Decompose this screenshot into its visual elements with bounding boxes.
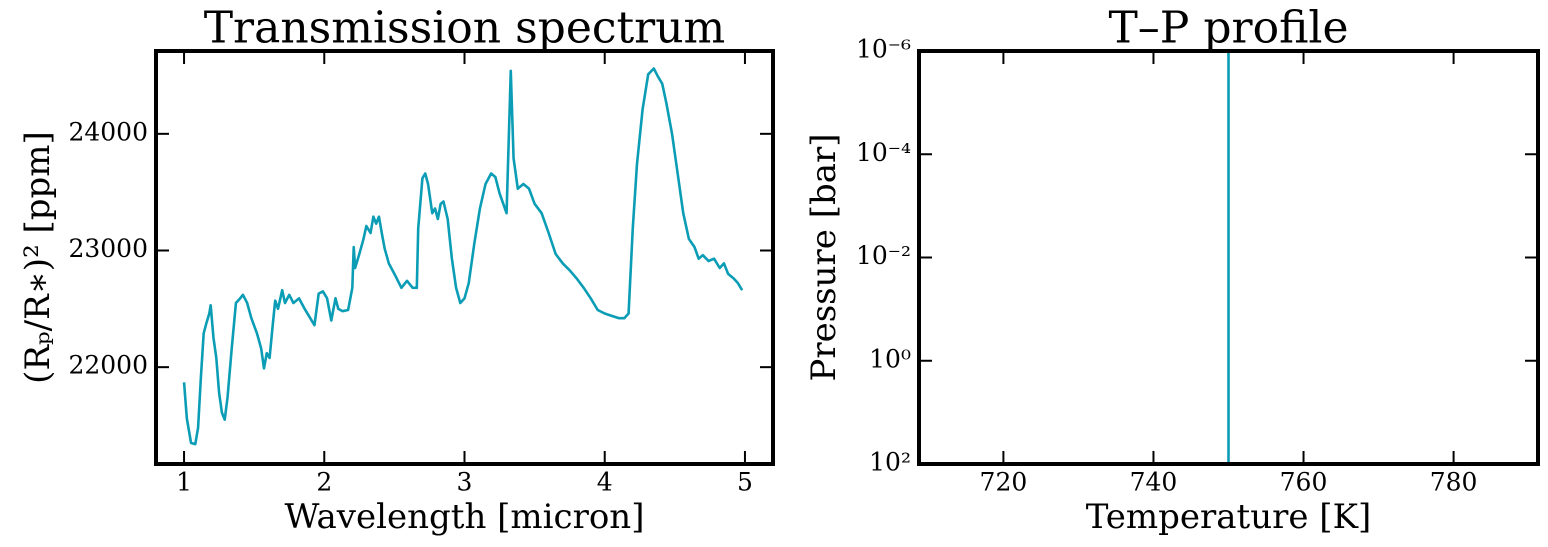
y-tick-label: 10⁰ <box>869 344 911 373</box>
y-tick-label: 22000 <box>68 351 148 380</box>
x-tick-label: 740 <box>1130 468 1178 497</box>
y-tick-label: 10⁻⁶ <box>856 35 911 64</box>
y-tick-label: 10² <box>869 448 911 477</box>
axes-frame <box>154 49 775 466</box>
x-tick-label: 720 <box>980 468 1028 497</box>
data-line <box>182 67 744 446</box>
x-tick-label: 4 <box>597 468 613 497</box>
y-axis-label: (Rₚ/R∗)² [ppm] <box>18 131 58 384</box>
x-tick-label: 5 <box>737 468 753 497</box>
y-axis-label: Pressure [bar] <box>804 133 844 381</box>
x-tick-label: 2 <box>316 468 332 497</box>
x-tick-label: 3 <box>457 468 473 497</box>
axes-frame <box>917 49 1540 466</box>
y-tick-label: 10⁻² <box>856 241 911 270</box>
x-axis-label: Wavelength [micron] <box>285 497 645 537</box>
x-axis-label: Temperature [K] <box>1086 497 1371 537</box>
x-tick-label: 760 <box>1280 468 1328 497</box>
y-tick-label: 23000 <box>68 234 148 263</box>
y-tick-label: 24000 <box>68 117 148 146</box>
x-tick-label: 780 <box>1430 468 1478 497</box>
x-tick-label: 1 <box>176 468 192 497</box>
chart-title: T–P profile <box>1108 3 1348 54</box>
plot-area <box>182 67 744 446</box>
y-tick-label: 10⁻⁴ <box>856 138 911 167</box>
chart-title: Transmission spectrum <box>204 3 726 54</box>
